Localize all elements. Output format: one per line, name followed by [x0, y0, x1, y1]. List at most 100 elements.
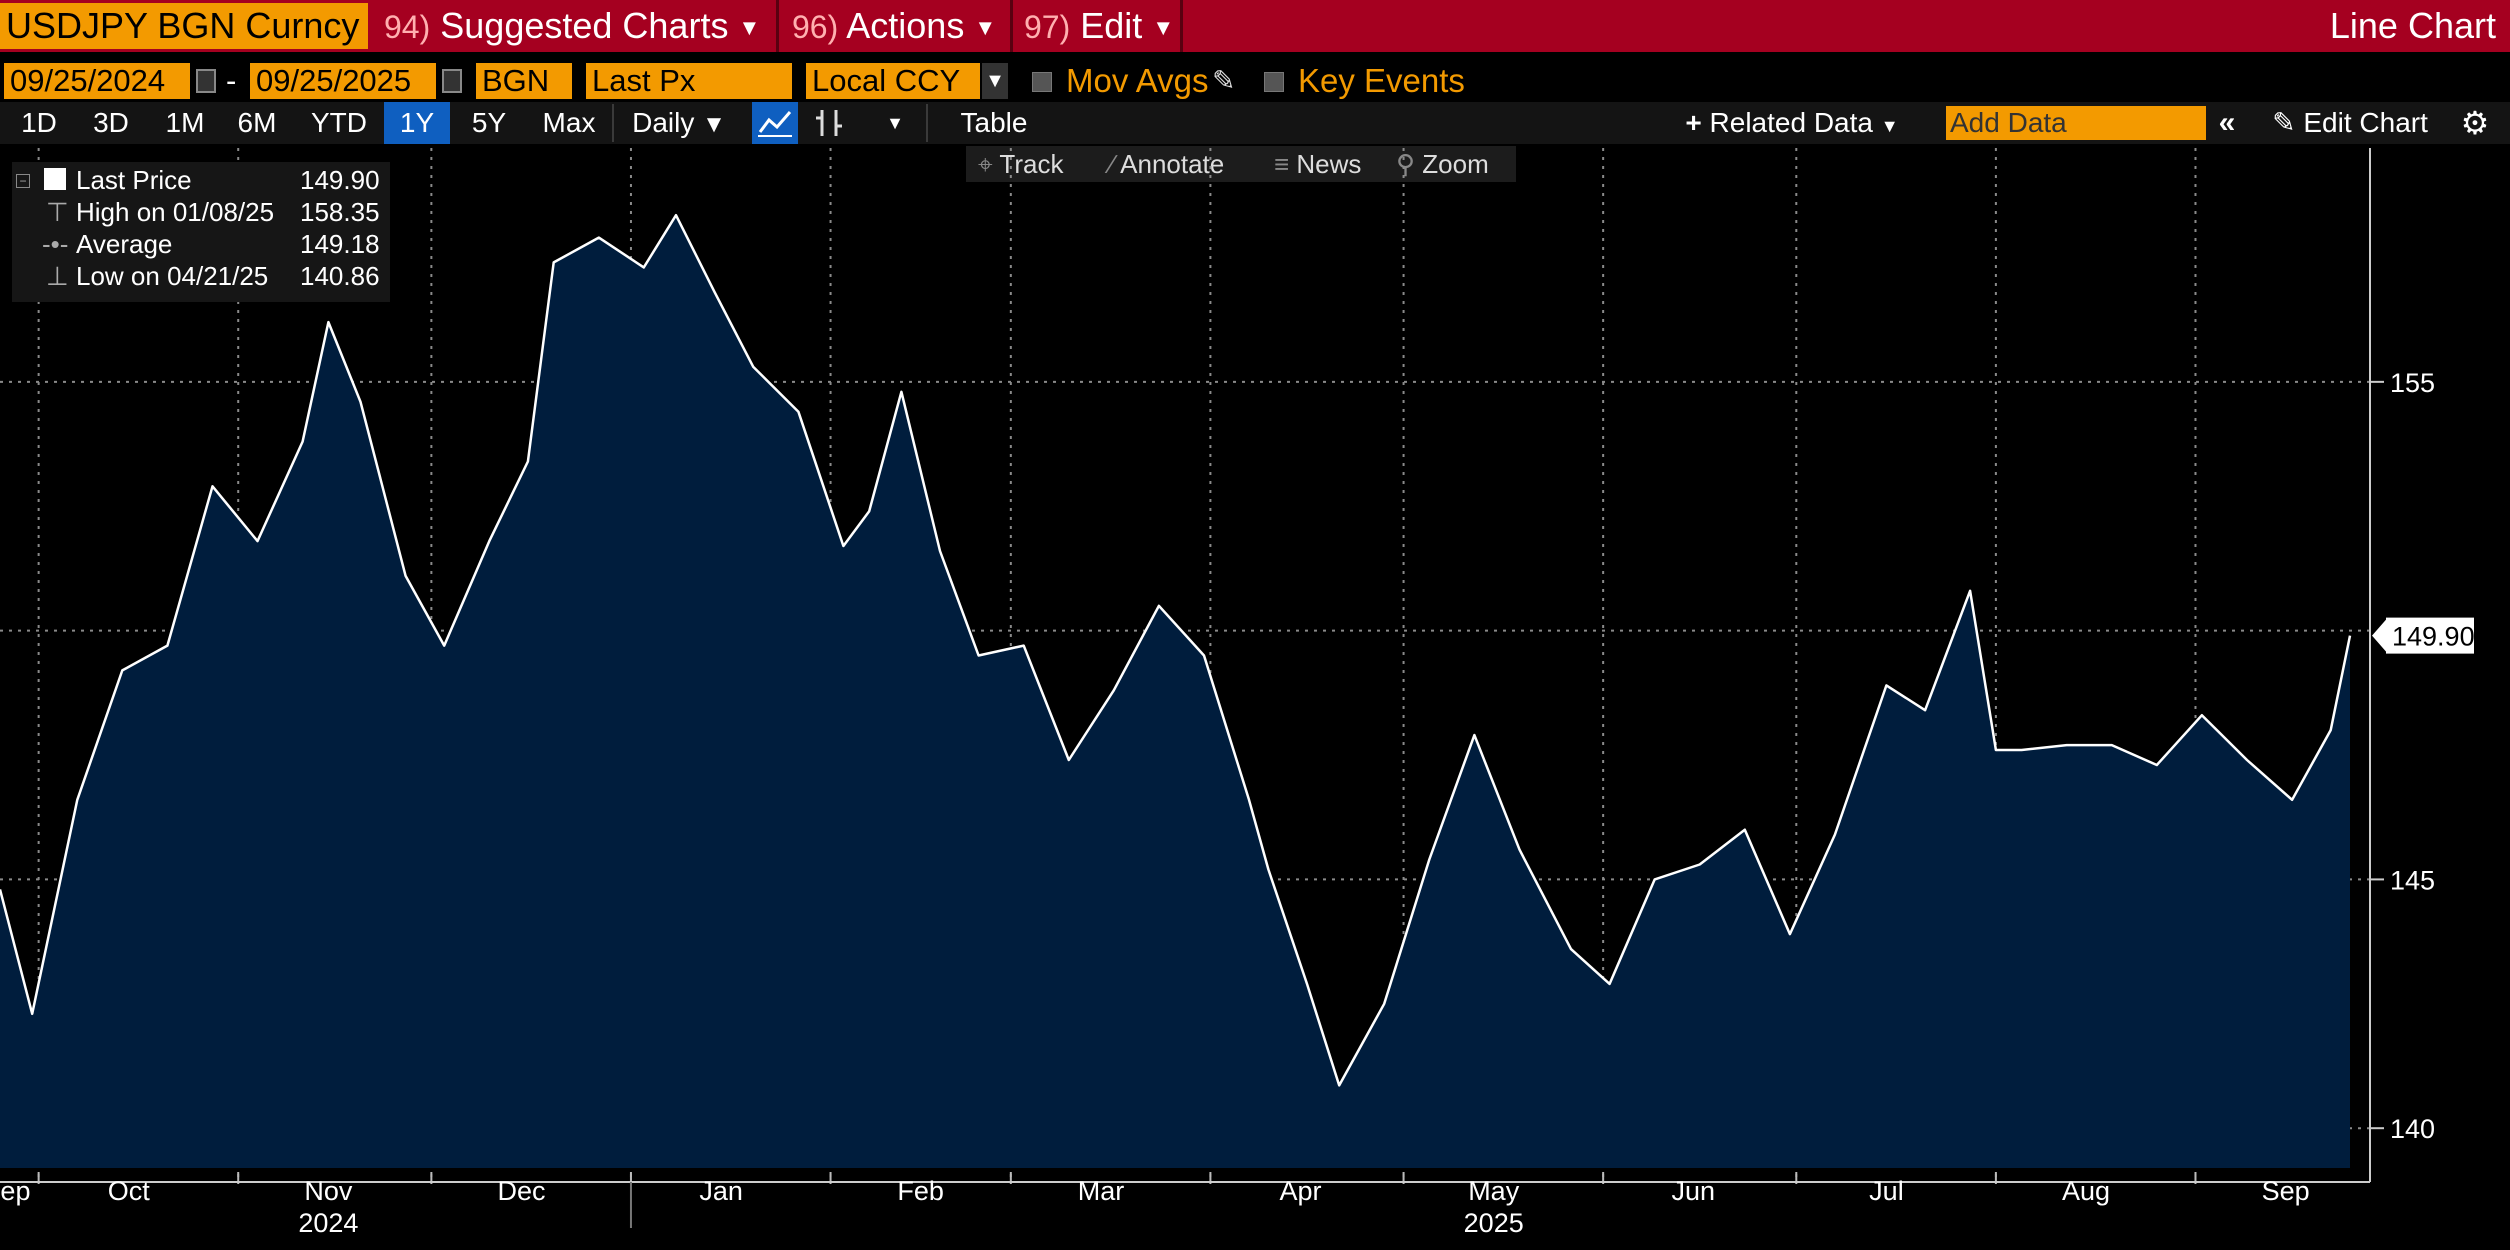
settings-gear-icon[interactable]: ⚙	[2460, 105, 2490, 141]
frequency-label: Daily	[632, 107, 695, 138]
related-data-label: Related Data	[1709, 107, 1873, 138]
x-month-label: Apr	[1280, 1176, 1322, 1206]
menu-label: Actions	[846, 5, 965, 46]
menu-label: Suggested Charts	[440, 5, 729, 46]
range-5y-button[interactable]: 5Y	[471, 107, 507, 138]
last-price-line	[0, 213, 2352, 1087]
x-month-label: Nov	[304, 1176, 353, 1206]
last-value-box	[2386, 617, 2474, 654]
legend-value: 158.35	[300, 197, 380, 227]
legend-value: 149.90	[300, 165, 380, 195]
pricing-source-field[interactable]: BGN	[476, 63, 572, 99]
range-1d-button[interactable]: 1D	[21, 107, 57, 138]
x-year-label: 2024	[298, 1208, 358, 1238]
menu-divider	[1180, 0, 1183, 52]
range-max-button[interactable]: Max	[542, 107, 596, 138]
calendar-icon[interactable]	[442, 69, 462, 93]
chart-tools-bar	[966, 146, 1516, 182]
zoom-label: Zoom	[1422, 149, 1489, 179]
magnifier-icon: ⚲	[1396, 149, 1416, 179]
security-ticker[interactable]: USDJPY BGN Curncy	[0, 3, 368, 49]
caret-down-icon: ▼	[702, 111, 726, 138]
date-range-separator: -	[226, 63, 237, 98]
menu-divider	[776, 0, 779, 52]
legend-label: Last Price	[76, 165, 192, 195]
track-tool[interactable]: ⌖ Track	[978, 146, 1063, 182]
x-month-label: Jan	[699, 1176, 743, 1206]
range-ytd-button[interactable]: YTD	[311, 107, 367, 138]
range-3d-button[interactable]: 3D	[93, 107, 129, 138]
chart-style-dropdown-icon[interactable]: ▼	[886, 113, 904, 133]
annotate-icon: ∕	[1110, 149, 1115, 179]
toolbar-divider	[926, 104, 928, 142]
collapse-legend-icon[interactable]: −	[16, 174, 30, 188]
end-date-field[interactable]: 09/25/2025	[250, 63, 436, 99]
caret-down-icon: ▼	[738, 15, 761, 41]
start-date-field[interactable]: 09/25/2024	[4, 63, 190, 99]
news-icon: ≡	[1274, 149, 1290, 179]
chart-legend: − Last Price 149.90 ⊤ High on 01/08/25 1…	[12, 162, 390, 302]
x-month-label: Oct	[108, 1176, 151, 1206]
y-tick-label: 140	[2390, 1114, 2435, 1144]
menu-label: Edit	[1080, 5, 1143, 46]
mov-avgs-checkbox[interactable]	[1032, 72, 1052, 92]
collapse-panel-icon[interactable]: «	[2218, 106, 2236, 139]
key-events-label[interactable]: Key Events	[1298, 62, 1465, 99]
last-value-label: 149.90	[2392, 622, 2475, 652]
crosshair-icon: ⌖	[978, 149, 993, 179]
menu-number: 97)	[1024, 9, 1071, 45]
menu-number: 94)	[384, 9, 431, 45]
x-month-label: Dec	[497, 1176, 545, 1206]
key-events-checkbox[interactable]	[1264, 72, 1284, 92]
currency-dropdown-icon[interactable]: ▼	[982, 63, 1008, 99]
price-field[interactable]: Last Px	[586, 63, 792, 99]
suggested-charts-menu[interactable]: 94) Suggested Charts ▼	[384, 0, 760, 52]
y-tick-label: 155	[2390, 368, 2435, 398]
low-marker-icon: ⊥	[46, 261, 69, 291]
ohlc-glyph	[816, 110, 842, 136]
actions-menu[interactable]: 96) Actions ▼	[792, 0, 996, 52]
line-chart-glyph	[758, 111, 792, 137]
news-tool[interactable]: ≡ News	[1274, 146, 1361, 182]
pencil-icon: ✎	[2272, 107, 2296, 138]
edit-chart-label: Edit Chart	[2303, 107, 2428, 138]
pencil-icon[interactable]: ✎	[1212, 65, 1236, 96]
edit-menu[interactable]: 97) Edit ▼	[1024, 0, 1174, 52]
caret-down-icon: ▼	[974, 15, 997, 41]
add-data-input[interactable]: Add Data	[1946, 106, 2206, 140]
caret-down-icon: ▼	[1880, 116, 1899, 136]
table-button[interactable]: Table	[960, 107, 1028, 138]
high-marker-icon: ⊤	[46, 197, 69, 227]
y-tick-label: 145	[2390, 865, 2435, 895]
legend-value: 140.86	[300, 261, 380, 291]
currency-field[interactable]: Local CCY	[806, 63, 980, 99]
related-data-dropdown[interactable]: + Related Data ▼	[1672, 102, 1912, 144]
series-color-swatch	[44, 168, 66, 190]
calendar-icon[interactable]	[196, 69, 216, 93]
chart-axes: 140 145 155 149.90 Sep Oct Nov Dec Jan Feb Mar Apr M…	[0, 148, 2475, 1238]
annotate-tool[interactable]: ∕ Annotate	[1110, 146, 1224, 182]
chart-type-label: Line Chart	[2329, 5, 2496, 46]
price-area-fill	[0, 215, 2350, 1168]
x-month-label: Aug	[2062, 1176, 2110, 1206]
edit-chart-button[interactable]: ✎ Edit Chart	[2262, 102, 2438, 144]
zoom-tool[interactable]: ⚲ Zoom	[1396, 146, 1489, 182]
x-month-label: Jul	[1869, 1176, 1904, 1206]
legend-value: 149.18	[300, 229, 380, 259]
legend-label: Average	[76, 229, 173, 259]
x-year-label: 2025	[1464, 1208, 1524, 1238]
range-6m-button[interactable]: 6M	[237, 107, 277, 138]
plus-icon: +	[1685, 107, 1702, 138]
x-month-label: Jun	[1672, 1176, 1716, 1206]
ohlc-bar-icon[interactable]	[808, 102, 850, 144]
line-chart-icon[interactable]	[752, 102, 798, 144]
menu-divider	[1010, 0, 1013, 52]
range-1m-button[interactable]: 1M	[165, 107, 205, 138]
track-label: Track	[999, 149, 1064, 179]
x-month-label: May	[1468, 1176, 1520, 1206]
legend-label: Low on 04/21/25	[76, 261, 269, 291]
range-1y-button[interactable]: 1Y	[384, 102, 450, 144]
frequency-dropdown[interactable]: Daily ▼	[620, 102, 738, 144]
mov-avgs-label[interactable]: Mov Avgs	[1066, 62, 1209, 99]
